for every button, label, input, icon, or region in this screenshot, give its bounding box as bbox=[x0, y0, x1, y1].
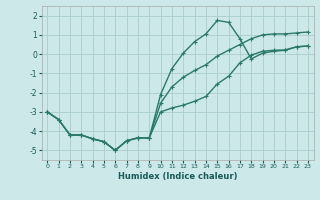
X-axis label: Humidex (Indice chaleur): Humidex (Indice chaleur) bbox=[118, 172, 237, 181]
